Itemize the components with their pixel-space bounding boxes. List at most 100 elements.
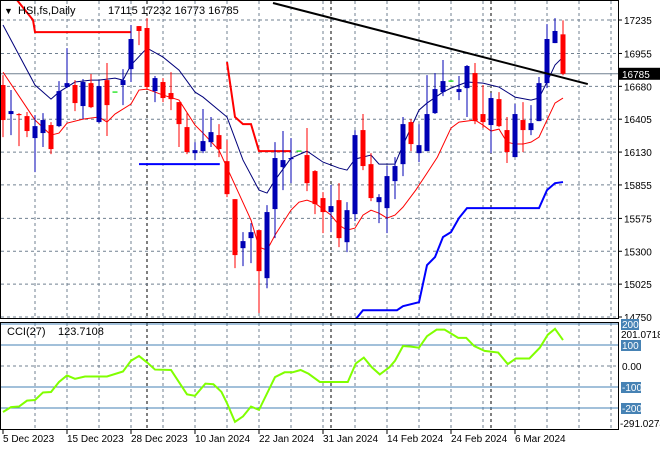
candle[interactable] xyxy=(488,93,494,154)
candle[interactable] xyxy=(192,142,198,161)
candle[interactable] xyxy=(128,25,134,83)
candle[interactable] xyxy=(312,170,318,215)
candle[interactable] xyxy=(280,131,286,191)
candle-body xyxy=(280,160,286,168)
candle-body xyxy=(424,114,430,152)
candle-body xyxy=(312,171,318,205)
x-tick-label: 6 Mar 2024 xyxy=(515,434,566,445)
candle[interactable] xyxy=(56,81,62,128)
current-price-label: 16785 xyxy=(622,70,650,81)
candle[interactable] xyxy=(544,24,550,89)
candle[interactable] xyxy=(120,69,126,106)
candle[interactable] xyxy=(512,104,518,158)
candle[interactable] xyxy=(424,75,430,152)
candle[interactable] xyxy=(80,79,86,120)
candle-body xyxy=(480,114,486,123)
candle[interactable] xyxy=(1,75,6,138)
candle-body xyxy=(232,199,238,256)
candle[interactable] xyxy=(240,232,246,267)
candle[interactable] xyxy=(16,113,22,147)
candle[interactable] xyxy=(304,128,310,192)
candle[interactable] xyxy=(344,202,350,253)
candle[interactable] xyxy=(96,80,102,124)
cci-level-badge xyxy=(621,382,641,393)
candle[interactable] xyxy=(560,20,566,76)
x-tick-label: 22 Jan 2024 xyxy=(259,434,314,445)
candle[interactable] xyxy=(32,115,38,173)
candle[interactable] xyxy=(288,138,294,184)
ohlc-readout: 17115 17232 16773 16785 xyxy=(108,5,239,17)
candle[interactable] xyxy=(528,105,534,136)
candle[interactable] xyxy=(224,140,230,198)
candle[interactable] xyxy=(8,90,14,136)
candle-body xyxy=(96,86,102,123)
candle[interactable] xyxy=(504,117,510,164)
candle[interactable] xyxy=(480,85,486,129)
candle[interactable] xyxy=(392,157,398,200)
candle[interactable] xyxy=(520,102,526,153)
candle[interactable] xyxy=(88,74,94,109)
candle[interactable] xyxy=(472,63,478,125)
candle[interactable] xyxy=(72,80,78,112)
candle[interactable] xyxy=(432,73,438,115)
candle[interactable] xyxy=(40,113,46,148)
candle[interactable] xyxy=(408,119,414,152)
y-tick-label: 17235 xyxy=(624,16,652,27)
x-tick-label: 31 Jan 2024 xyxy=(323,434,378,445)
candle[interactable] xyxy=(136,26,142,46)
candle[interactable] xyxy=(272,142,278,239)
candle[interactable] xyxy=(416,124,422,163)
candle[interactable] xyxy=(336,183,342,248)
candle[interactable] xyxy=(64,48,70,89)
cci-pane-border xyxy=(0,322,619,430)
candle[interactable] xyxy=(256,230,262,314)
candle[interactable] xyxy=(152,76,158,103)
candle[interactable] xyxy=(456,76,462,101)
candle-body xyxy=(352,135,358,215)
candle[interactable] xyxy=(552,18,558,44)
menu-arrow-icon[interactable]: ▼ xyxy=(4,6,13,16)
candle[interactable] xyxy=(320,192,326,234)
price-plot[interactable] xyxy=(1,0,619,319)
cci-plot[interactable] xyxy=(1,323,618,424)
candle[interactable] xyxy=(48,122,54,155)
candle[interactable] xyxy=(400,117,406,177)
candle[interactable] xyxy=(264,205,270,289)
x-tick-label: 14 Feb 2024 xyxy=(387,434,444,445)
support-step-line xyxy=(355,181,564,318)
candle-body xyxy=(560,34,566,74)
y-tick-label: 14750 xyxy=(624,313,652,324)
candle[interactable] xyxy=(24,112,30,138)
candle[interactable] xyxy=(104,63,110,137)
candle[interactable] xyxy=(168,72,174,111)
candle-body xyxy=(216,135,222,150)
candle[interactable] xyxy=(176,102,182,148)
y-tick-label: 15855 xyxy=(624,181,652,192)
axes xyxy=(0,0,619,430)
candle[interactable] xyxy=(536,77,542,122)
candle[interactable] xyxy=(352,130,358,222)
candle-body xyxy=(384,176,390,209)
candle[interactable] xyxy=(360,114,366,171)
candle[interactable] xyxy=(160,78,166,103)
candle-body xyxy=(120,80,126,86)
candle-body xyxy=(400,124,406,165)
candle[interactable] xyxy=(384,166,390,234)
candle[interactable] xyxy=(144,18,150,91)
candle[interactable] xyxy=(368,153,374,202)
candle[interactable] xyxy=(232,199,238,269)
y-tick-label: 16130 xyxy=(624,148,652,159)
candle[interactable] xyxy=(208,117,214,148)
candle[interactable] xyxy=(328,185,334,233)
candle[interactable] xyxy=(216,124,222,158)
candle[interactable] xyxy=(496,92,502,128)
candle[interactable] xyxy=(376,194,382,224)
candle-body xyxy=(496,99,502,127)
candle[interactable] xyxy=(440,60,446,97)
candle[interactable] xyxy=(248,223,254,264)
candle[interactable] xyxy=(200,109,206,154)
candle-body xyxy=(104,80,110,106)
candle[interactable] xyxy=(184,113,190,155)
candle[interactable] xyxy=(464,65,470,118)
